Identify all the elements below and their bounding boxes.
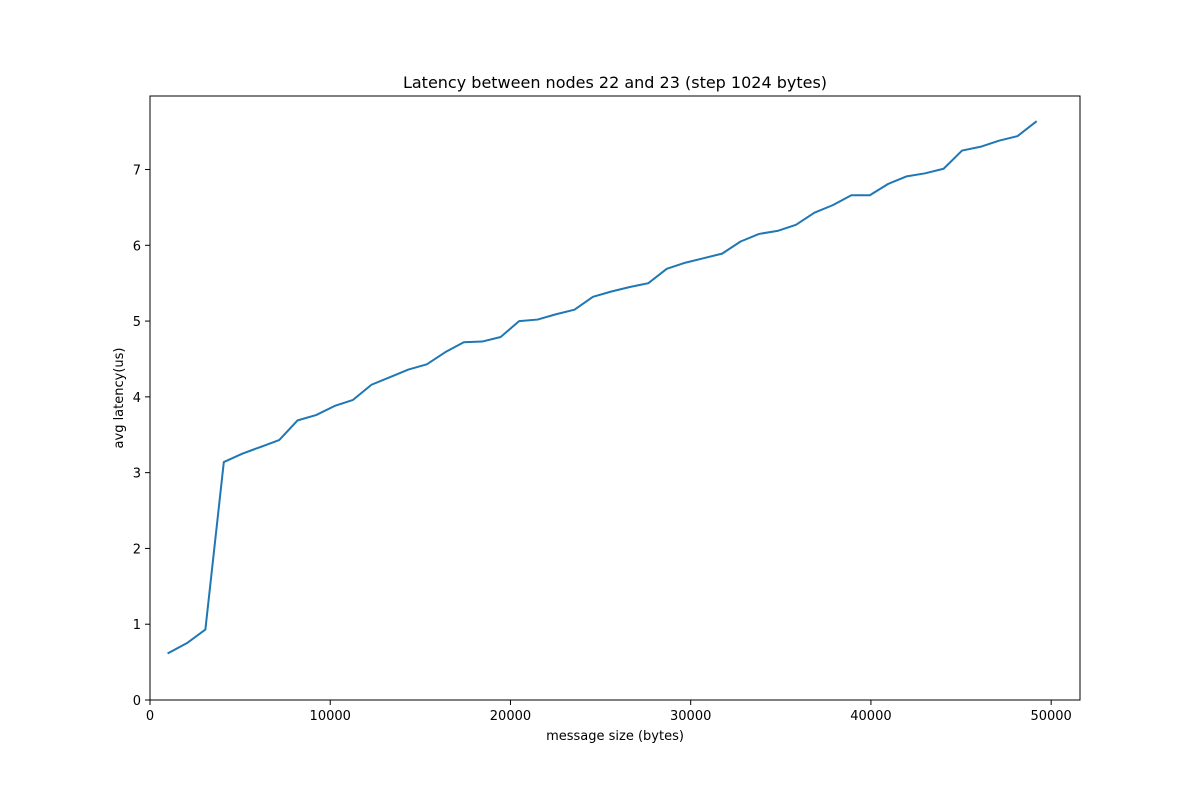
x-tick-label: 40000 xyxy=(850,709,891,724)
y-axis: 0 1 2 3 4 5 6 7 xyxy=(133,164,150,709)
y-tick-label: 0 xyxy=(133,694,141,709)
y-tick-label: 5 xyxy=(133,315,141,330)
plot-area xyxy=(167,120,1038,655)
x-axis-label: message size (bytes) xyxy=(546,729,684,744)
chart-title: Latency between nodes 22 and 23 (step 10… xyxy=(403,73,827,92)
x-tick-label: 0 xyxy=(146,709,154,724)
x-tick-label: 50000 xyxy=(1030,709,1071,724)
axes-frame xyxy=(149,95,1081,701)
x-axis: 0 10000 20000 30000 40000 50000 xyxy=(146,700,1072,724)
y-tick-label: 1 xyxy=(133,618,141,633)
x-tick-label: 10000 xyxy=(310,709,351,724)
y-tick-label: 6 xyxy=(133,239,141,254)
y-tick-label: 7 xyxy=(133,164,141,179)
x-tick-label: 20000 xyxy=(490,709,531,724)
y-tick-label: 2 xyxy=(133,542,141,557)
y-tick-label: 3 xyxy=(133,467,141,482)
latency-series-line xyxy=(167,120,1038,655)
x-tick-label: 30000 xyxy=(670,709,711,724)
y-tick-label: 4 xyxy=(133,391,141,406)
y-axis-label: avg latency(us) xyxy=(112,348,127,449)
